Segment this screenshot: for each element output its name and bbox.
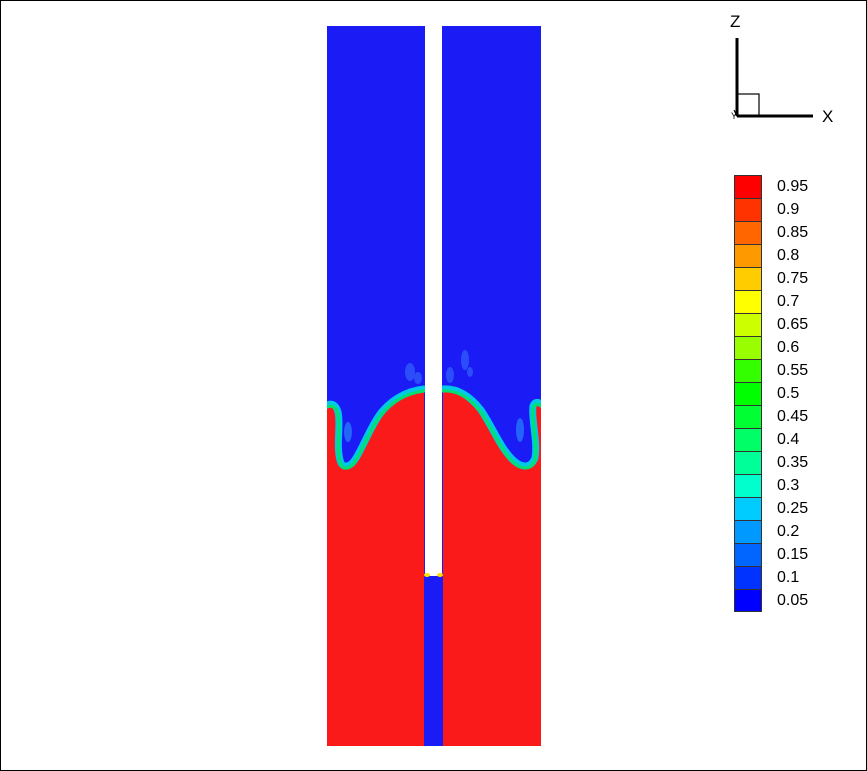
legend-label: 0.8	[777, 247, 800, 264]
legend-swatch	[734, 520, 762, 543]
legend-entry: 0.65	[734, 313, 854, 336]
legend-label: 0.1	[777, 569, 800, 586]
legend-swatch	[734, 566, 762, 589]
legend-swatch	[734, 221, 762, 244]
legend-label: 0.85	[777, 224, 809, 241]
central-tube	[425, 26, 442, 576]
legend-entry: 0.95	[734, 175, 854, 198]
legend-entry: 0.85	[734, 221, 854, 244]
legend-entry: 0.15	[734, 543, 854, 566]
droplet-wisps	[344, 350, 524, 442]
legend-entry: 0.55	[734, 359, 854, 382]
legend-label: 0.55	[777, 362, 809, 379]
legend-label: 0.5	[777, 385, 800, 402]
legend-swatch	[734, 405, 762, 428]
legend-label: 0.05	[777, 592, 809, 609]
legend-label: 0.25	[777, 500, 809, 517]
legend-label: 0.35	[777, 454, 809, 471]
legend-entry: 0.6	[734, 336, 854, 359]
legend-swatch	[734, 267, 762, 290]
y-axis-tick	[733, 109, 738, 117]
legend-label: 0.2	[777, 523, 800, 540]
legend-swatch	[734, 543, 762, 566]
contour-legend: 0.95 0.9 0.85 0.8 0.75 0.7 0.65 0.6 0.55 0.5 0.45 0…	[734, 175, 854, 615]
legend-entry: 0.2	[734, 520, 854, 543]
legend-swatch	[734, 382, 762, 405]
legend-label: 0.15	[777, 546, 809, 563]
legend-swatch	[734, 428, 762, 451]
legend-swatch	[734, 359, 762, 382]
legend-entry: 0.3	[734, 474, 854, 497]
x-axis-label: X	[822, 107, 834, 126]
axis-corner-box	[736, 93, 760, 117]
legend-swatch	[734, 175, 762, 198]
legend-label: 0.95	[777, 178, 809, 195]
legend-swatch	[734, 451, 762, 474]
legend-entry: 0.75	[734, 267, 854, 290]
legend-swatch	[734, 198, 762, 221]
legend-label: 0.9	[777, 201, 800, 218]
legend-entry: 0.4	[734, 428, 854, 451]
legend-swatch	[734, 313, 762, 336]
flow-domain	[327, 26, 541, 746]
legend-swatch	[734, 497, 762, 520]
legend-label: 0.7	[777, 293, 800, 310]
legend-entry: 0.9	[734, 198, 854, 221]
tube-tip	[424, 573, 443, 577]
z-axis-label: Z	[730, 12, 741, 31]
legend-swatch	[734, 290, 762, 313]
legend-swatch	[734, 474, 762, 497]
legend-entry: 0.35	[734, 451, 854, 474]
legend-swatch	[734, 336, 762, 359]
legend-label: 0.65	[777, 316, 809, 333]
legend-swatch	[734, 244, 762, 267]
legend-swatch	[734, 589, 762, 612]
legend-label: 0.4	[777, 431, 800, 448]
legend-label: 0.6	[777, 339, 800, 356]
legend-entry: 0.25	[734, 497, 854, 520]
axis-triad	[733, 38, 813, 118]
legend-entry: 0.7	[734, 290, 854, 313]
legend-label: 0.75	[777, 270, 809, 287]
interface-band-inner	[327, 389, 541, 470]
legend-entry: 0.8	[734, 244, 854, 267]
legend-label: 0.3	[777, 477, 800, 494]
y-axis-label: Y	[731, 111, 738, 121]
legend-entry: 0.1	[734, 566, 854, 589]
legend-entry: 0.5	[734, 382, 854, 405]
lower-phase-region	[327, 388, 541, 746]
legend-entry: 0.45	[734, 405, 854, 428]
legend-label: 0.45	[777, 408, 809, 425]
legend-entry: 0.05	[734, 589, 854, 612]
